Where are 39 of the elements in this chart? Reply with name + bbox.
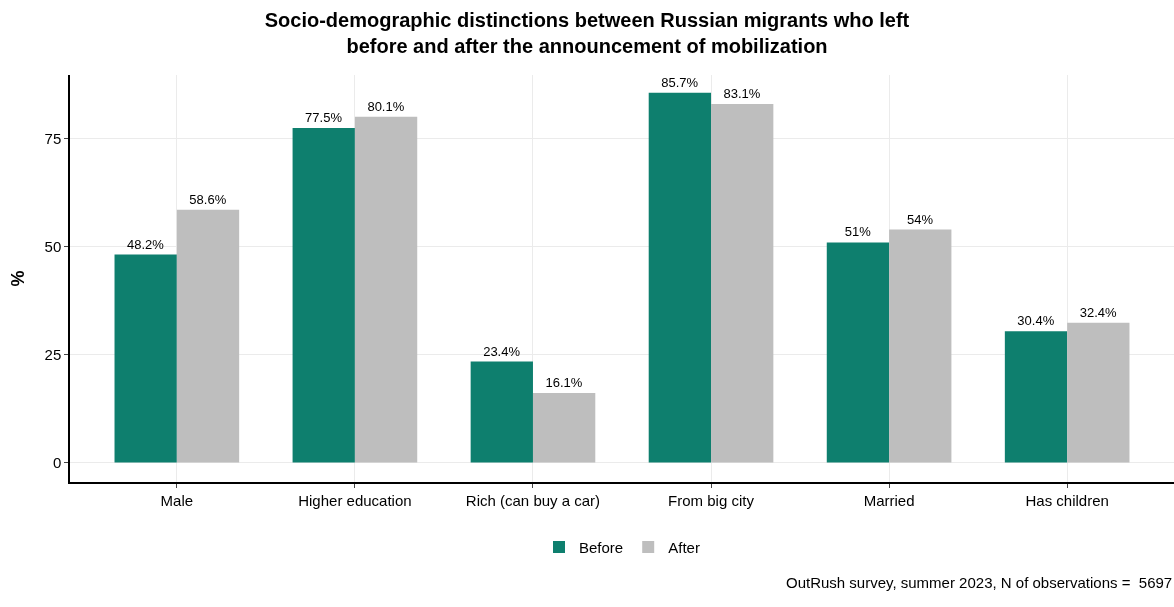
bar xyxy=(1067,322,1130,463)
bar xyxy=(889,229,952,463)
text: OutRush survey, summer 2023, N of observations = 5697 xyxy=(786,574,1173,591)
bar xyxy=(114,254,177,463)
bar xyxy=(711,103,774,463)
x-tick-label: Married xyxy=(863,491,915,509)
y-tick-label: 25 xyxy=(44,345,62,363)
chart-title: Socio-demographic distinctions between Russian migrants who left before and after the announcement of mobilization xyxy=(264,9,910,58)
bar xyxy=(1004,331,1068,463)
y-axis-title: % xyxy=(8,270,29,287)
bar xyxy=(354,116,418,463)
bar xyxy=(532,393,596,463)
legend-label: After xyxy=(668,538,700,556)
data-label: 16.1% xyxy=(545,375,583,391)
data-label: 80.1% xyxy=(367,98,405,114)
x-tick-label: Higher education xyxy=(298,491,412,509)
data-label: 48.2% xyxy=(127,236,165,252)
bar xyxy=(648,92,712,463)
y-tick-label: 75 xyxy=(44,130,62,148)
data-label: 30.4% xyxy=(1017,313,1055,329)
data-label: 58.6% xyxy=(189,191,227,207)
data-label: 77.5% xyxy=(305,110,343,126)
x-tick-label: Rich (can buy a car) xyxy=(465,491,601,509)
data-label: 85.7% xyxy=(661,74,699,90)
bar xyxy=(292,128,355,463)
y-tick-label: 50 xyxy=(44,238,62,256)
data-label: 23.4% xyxy=(483,343,521,359)
x-tick-label: From big city xyxy=(668,491,755,509)
data-label: 51% xyxy=(844,224,872,240)
data-label: 32.4% xyxy=(1079,304,1117,320)
bar xyxy=(826,242,890,463)
data-label: 54% xyxy=(907,211,934,227)
x-tick-label: Male xyxy=(160,491,194,509)
bar xyxy=(176,209,240,463)
data-label: 83.1% xyxy=(723,85,761,101)
x-tick-label: Has children xyxy=(1025,491,1109,509)
bar xyxy=(470,361,533,463)
y-tick-label: 0 xyxy=(52,453,62,471)
legend-label: Before xyxy=(579,538,624,556)
